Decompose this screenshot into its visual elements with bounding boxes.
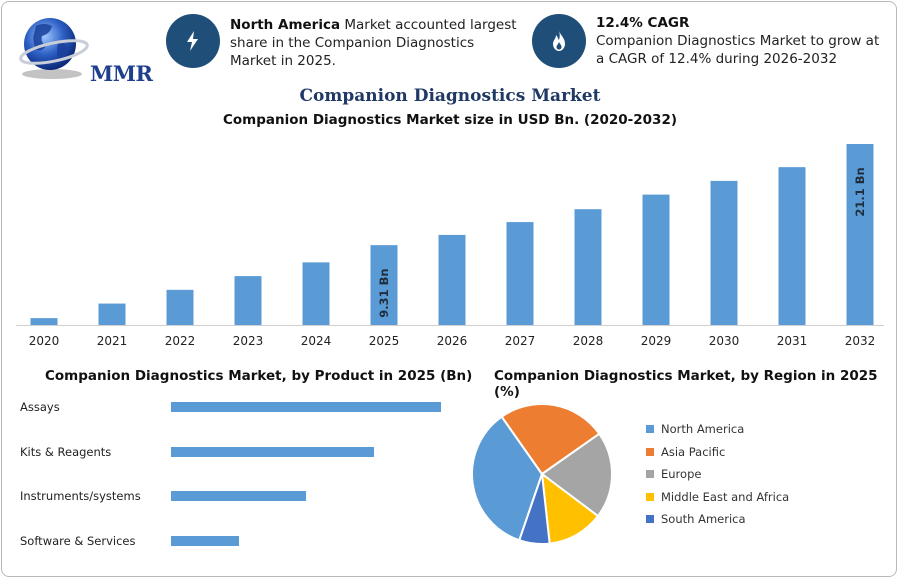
x-tick-2030: 2030 xyxy=(709,334,740,348)
lightning-icon xyxy=(166,14,220,68)
pie-slice-south-america xyxy=(518,473,551,545)
x-tick-2031: 2031 xyxy=(777,334,808,348)
flame-icon xyxy=(532,14,586,68)
legend-label: Asia Pacific xyxy=(661,444,726,459)
x-tick-2029: 2029 xyxy=(641,334,672,348)
info-cagr: 12.4% CAGR Companion Diagnostics Market t… xyxy=(596,15,880,67)
product-bar xyxy=(171,535,239,546)
info-north-america: North America Market accounted largest s… xyxy=(230,17,517,69)
legend-item: Middle East and Africa xyxy=(646,490,789,504)
region-pie-chart xyxy=(471,403,613,545)
x-tick-2020: 2020 xyxy=(29,334,60,348)
pie-slice-asia-pacific xyxy=(500,403,601,476)
product-bar xyxy=(171,402,441,412)
x-tick-2021: 2021 xyxy=(97,334,128,348)
globe-icon xyxy=(19,18,89,79)
legend-label: Middle East and Africa xyxy=(661,489,790,504)
legend-swatch xyxy=(646,470,654,478)
pie-slice-europe xyxy=(540,432,613,518)
bar-2025 xyxy=(370,245,398,325)
bar-2026 xyxy=(438,234,466,325)
bar-2029 xyxy=(642,194,670,325)
market-size-bar-chart: 2020 2021 2022 2023 2024 2025 9.31 Bn 2026 2027 2… xyxy=(16,144,884,348)
pie-slice-middle-east-and-africa xyxy=(540,471,600,545)
legend-item: South America xyxy=(646,512,746,526)
product-label: Assays xyxy=(20,400,60,414)
data-label-2025: 9.31 Bn xyxy=(377,268,391,317)
legend-label: North America xyxy=(661,422,745,436)
product-label: Software & Services xyxy=(20,533,136,548)
bar-2024 xyxy=(302,262,330,325)
x-tick-2032: 2032 xyxy=(845,334,876,348)
legend-item: Asia Pacific xyxy=(646,445,725,459)
bar-2031 xyxy=(778,167,806,325)
region-chart-title: Companion Diagnostics Market, by Region … xyxy=(494,368,878,400)
x-tick-2027: 2027 xyxy=(505,334,536,348)
bar-2023 xyxy=(234,276,262,325)
x-tick-2026: 2026 xyxy=(437,334,468,348)
legend-swatch xyxy=(646,425,654,433)
product-label: Instruments/systems xyxy=(20,489,141,503)
legend-label: Europe xyxy=(661,467,702,481)
market-size-chart-title: Companion Diagnostics Market size in USD… xyxy=(222,112,678,128)
product-chart-title: Companion Diagnostics Market, by Product… xyxy=(45,368,473,384)
legend-swatch xyxy=(646,515,654,523)
legend-swatch xyxy=(646,447,654,456)
product-label: Kits & Reagents xyxy=(20,444,112,459)
legend-item: North America xyxy=(646,422,744,436)
bar-2022 xyxy=(166,289,194,325)
legend-item: Europe xyxy=(646,467,701,481)
bar-2030 xyxy=(710,180,738,325)
mmr-logo: MMR xyxy=(14,12,153,86)
page-title: Companion Diagnostics Market xyxy=(299,86,601,106)
bar-2028 xyxy=(574,209,602,325)
legend-swatch xyxy=(646,492,654,501)
data-label-2032: 21.1 Bn xyxy=(853,167,867,216)
x-tick-2028: 2028 xyxy=(573,334,604,348)
product-bar xyxy=(171,446,374,457)
x-tick-2025: 2025 xyxy=(369,334,400,348)
bar-2027 xyxy=(506,222,534,325)
pie-slice-north-america xyxy=(471,415,544,542)
legend-label: South America xyxy=(661,512,746,526)
x-tick-2023: 2023 xyxy=(233,334,264,348)
bar-2020 xyxy=(30,318,58,325)
bar-2021 xyxy=(98,303,126,325)
x-tick-2022: 2022 xyxy=(165,334,196,348)
bar-2032 xyxy=(846,144,874,325)
logo-text: MMR xyxy=(90,61,153,86)
product-bar xyxy=(171,491,306,501)
x-tick-2024: 2024 xyxy=(301,334,332,348)
